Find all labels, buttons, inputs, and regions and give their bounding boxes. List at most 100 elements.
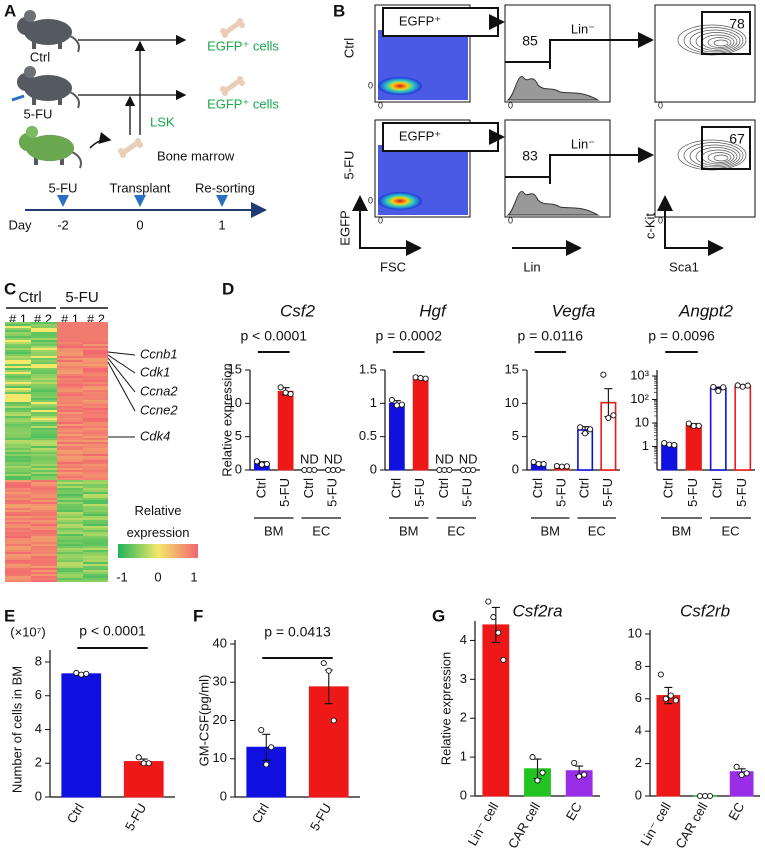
heatmap-row (5, 542, 31, 544)
heatmap-row (31, 394, 57, 396)
heatmap-row (57, 352, 83, 354)
heatmap-row (31, 458, 57, 460)
group-label: EC (447, 523, 465, 538)
heatmap-row (31, 432, 57, 434)
gate-label: Lin⁻ (571, 136, 595, 151)
heatmap-row (83, 506, 108, 508)
heatmap-row (83, 326, 108, 328)
row-label: 5-FU (341, 151, 356, 180)
gene-pointer (107, 351, 136, 356)
heatmap (5, 322, 108, 582)
heatmap-row (57, 558, 83, 560)
heatmap-row (57, 446, 83, 448)
heatmap-row (83, 476, 108, 478)
contour (707, 37, 732, 48)
heatmap-row (5, 578, 31, 580)
heatmap-row (57, 458, 83, 460)
heatmap-row (5, 426, 31, 428)
heatmap-row (5, 514, 31, 516)
density-core (378, 77, 422, 95)
heatmap-row (57, 492, 83, 494)
heatmap-row (83, 368, 108, 370)
heatmap-row (57, 394, 83, 396)
plot-frame (374, 119, 471, 218)
heatmap-row (5, 392, 31, 394)
heatmap-row (57, 452, 83, 454)
heatmap-row (5, 420, 31, 422)
x-tick-label: Ctrl (436, 478, 451, 498)
heatmap-row (5, 368, 31, 370)
data-point (500, 656, 507, 663)
data-point (706, 792, 714, 800)
heatmap-row (83, 334, 108, 336)
heatmap-row (83, 408, 108, 410)
heatmap-row (5, 564, 31, 566)
heatmap-row (31, 508, 57, 510)
y-tick-label: 15 (228, 361, 242, 376)
heatmap-row (5, 552, 31, 554)
data-point (282, 389, 289, 396)
heatmap-row (83, 414, 108, 416)
heatmap-row (31, 550, 57, 552)
syringe (11, 94, 25, 102)
group-label: EC (312, 523, 330, 538)
heatmap-row (57, 552, 83, 554)
heatmap-row (83, 540, 108, 542)
heatmap-row (83, 430, 108, 432)
heatmap-row (31, 576, 57, 578)
y-tick-label: 5 (512, 428, 519, 443)
heatmap-row (57, 428, 83, 430)
heatmap-row (83, 404, 108, 406)
heatmap-row (5, 556, 31, 558)
heatmap-row (31, 500, 57, 502)
y-tick-label: 4 (35, 721, 42, 736)
data-point (685, 420, 692, 427)
heatmap-row (57, 334, 83, 336)
heatmap-row (83, 490, 108, 492)
y-tick-label: 0 (220, 788, 227, 803)
heatmap-row (5, 546, 31, 548)
panel-label: B (333, 1, 345, 20)
heatmap-row (31, 416, 57, 418)
axis-zero: 0 (368, 195, 373, 205)
data-point (558, 463, 565, 470)
axis-label: EGFP (337, 210, 352, 245)
data-point (672, 697, 679, 704)
heatmap-row (57, 374, 83, 376)
legend-tick: 1 (190, 569, 197, 584)
heatmap-row (5, 504, 31, 506)
heatmap-row (31, 530, 57, 532)
heatmap-row (31, 480, 57, 482)
heatmap-row (31, 566, 57, 568)
heatmap-row (5, 570, 31, 572)
heatmap-row (83, 418, 108, 420)
heatmap-row (57, 358, 83, 360)
heatmap-row (5, 512, 31, 514)
bone-icon (220, 76, 245, 96)
heatmap-row (57, 478, 83, 480)
heatmap-row (83, 534, 108, 536)
plot-frame (504, 119, 611, 218)
data-point (671, 442, 678, 449)
heatmap-row (83, 562, 108, 564)
data-point (485, 598, 492, 605)
heatmap-row (83, 464, 108, 466)
heatmap-row (83, 520, 108, 522)
heatmap-row (83, 566, 108, 568)
heatmap-row (31, 448, 57, 450)
x-tick-label: CAR cell (672, 800, 710, 851)
bar (656, 695, 681, 797)
heatmap-row (83, 536, 108, 538)
heatmap-row (5, 366, 31, 368)
heatmap-row (83, 438, 108, 440)
heatmap-row (31, 490, 57, 492)
heatmap-row (83, 412, 108, 414)
contour (695, 32, 738, 51)
heatmap-row (57, 454, 83, 456)
data-point (388, 396, 395, 404)
heatmap-row (31, 412, 57, 414)
heatmap-row (5, 580, 31, 582)
heatmap-row (31, 548, 57, 550)
heatmap-row (5, 470, 31, 472)
data-point (465, 466, 472, 474)
